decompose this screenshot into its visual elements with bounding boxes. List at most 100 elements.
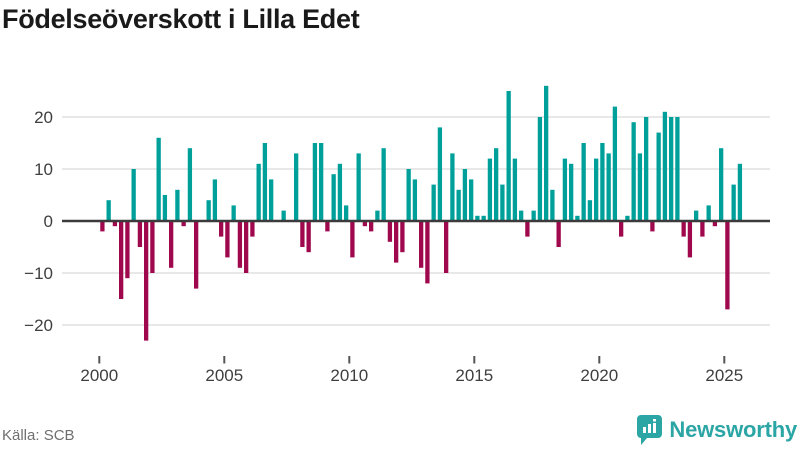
bar-2025-q1 — [725, 221, 730, 310]
bar-2014-q4 — [469, 179, 474, 221]
bar-2013-q3 — [437, 127, 443, 221]
bar-2024-q3 — [712, 221, 718, 227]
x-axis-label: 2005 — [205, 366, 243, 385]
newsworthy-wordmark: Newsworthy — [669, 417, 797, 442]
bar-2012-q2 — [406, 169, 411, 221]
bar-2004-q3 — [212, 179, 218, 221]
bar-2016-q1 — [500, 184, 505, 221]
bar-2001-q3 — [137, 221, 143, 247]
bar-2025-q3 — [737, 163, 743, 221]
bar-2000-q4 — [119, 221, 124, 299]
bar-2019-q4 — [594, 158, 599, 221]
bar-2003-q4 — [194, 221, 199, 289]
bar-2002-q1 — [150, 221, 155, 273]
bar-2005-q4 — [244, 221, 249, 273]
bar-2009-q2 — [331, 174, 336, 221]
bar-2021-q1 — [625, 215, 630, 221]
bar-2013-q2 — [431, 184, 436, 221]
bar-2010-q2 — [356, 153, 361, 221]
bar-2010-q4 — [369, 221, 374, 232]
bar-2012-q1 — [400, 221, 405, 253]
bar-2019-q1 — [575, 215, 580, 221]
bar-2024-q4 — [719, 148, 724, 221]
newsworthy-badge-bar-chart-icon — [637, 415, 663, 445]
bar-2017-q2 — [531, 210, 536, 221]
bar-2000-q3 — [112, 221, 118, 227]
bar-2009-q3 — [337, 163, 343, 221]
bar-2020-q1 — [600, 143, 605, 221]
bar-2005-q2 — [231, 205, 236, 221]
bar-2013-q1 — [425, 221, 430, 284]
bar-2008-q2 — [306, 221, 311, 253]
bar-2020-q4 — [619, 221, 624, 237]
bar-2020-q3 — [612, 106, 618, 221]
bar-2006-q1 — [250, 221, 255, 237]
bar-2025-q2 — [731, 184, 736, 221]
bar-2022-q4 — [669, 117, 674, 221]
bar-2021-q3 — [637, 153, 643, 221]
y-axis-label: 20 — [34, 108, 53, 127]
x-axis-label: 2020 — [580, 366, 618, 385]
bar-2018-q1 — [550, 189, 555, 221]
y-axis-label: −10 — [24, 264, 53, 283]
bar-2012-q3 — [412, 179, 418, 221]
bar-2015-q2 — [481, 215, 486, 221]
bar-2002-q3 — [162, 195, 168, 221]
bar-2009-q4 — [344, 205, 349, 221]
bar-2016-q2 — [506, 91, 511, 221]
bar-2008-q4 — [319, 143, 324, 221]
bar-2018-q4 — [569, 163, 574, 221]
bar-2021-q4 — [644, 117, 649, 221]
bar-2006-q2 — [256, 163, 261, 221]
bar-2007-q4 — [294, 153, 299, 221]
bar-2018-q2 — [556, 221, 561, 247]
bar-2019-q3 — [587, 200, 593, 221]
bar-2008-q1 — [300, 221, 305, 247]
bar-2001-q1 — [125, 221, 130, 279]
bar-2011-q4 — [394, 221, 399, 263]
bar-2015-q1 — [475, 215, 480, 221]
newsworthy-logo: Newsworthy — [637, 415, 797, 445]
page-title: Födelseöverskott i Lilla Edet — [2, 4, 360, 34]
bar-2019-q2 — [581, 143, 586, 221]
bar-2004-q2 — [206, 200, 211, 221]
bar-2023-q2 — [681, 221, 686, 237]
bar-2005-q1 — [225, 221, 230, 258]
bar-2012-q4 — [419, 221, 424, 268]
x-axis-label: 2000 — [80, 366, 118, 385]
bar-2004-q4 — [219, 221, 224, 237]
bar-2009-q1 — [325, 221, 330, 232]
bar-2022-q2 — [656, 132, 661, 221]
bar-2017-q4 — [544, 85, 549, 221]
bar-2023-q3 — [687, 221, 693, 258]
bar-2016-q3 — [512, 158, 518, 221]
bar-2022-q1 — [650, 221, 655, 232]
bar-2000-q2 — [106, 200, 111, 221]
bar-2013-q4 — [444, 221, 449, 273]
bar-2014-q3 — [462, 169, 468, 221]
bar-2003-q2 — [181, 221, 186, 227]
bar-2023-q4 — [694, 210, 699, 221]
bar-2016-q4 — [519, 210, 524, 221]
bar-2015-q4 — [494, 148, 499, 221]
bar-2005-q3 — [237, 221, 243, 268]
y-axis-label: −20 — [24, 316, 53, 335]
bar-2011-q1 — [375, 210, 380, 221]
bar-2010-q1 — [350, 221, 355, 258]
bar-2008-q3 — [312, 143, 318, 221]
bar-2020-q2 — [606, 153, 611, 221]
bar-2001-q4 — [144, 221, 149, 341]
bar-2011-q3 — [387, 221, 393, 242]
x-axis-label: 2010 — [330, 366, 368, 385]
bar-2002-q2 — [156, 137, 161, 221]
x-axis-label: 2025 — [705, 366, 743, 385]
bar-2007-q2 — [281, 210, 286, 221]
bar-2017-q3 — [537, 117, 543, 221]
bar-2006-q3 — [262, 143, 268, 221]
bar-2023-q1 — [675, 117, 680, 221]
y-axis-label: 10 — [34, 160, 53, 179]
bar-2014-q2 — [456, 189, 461, 221]
bar-2017-q1 — [525, 221, 530, 237]
bar-2024-q2 — [706, 205, 711, 221]
bar-2003-q3 — [187, 148, 193, 221]
